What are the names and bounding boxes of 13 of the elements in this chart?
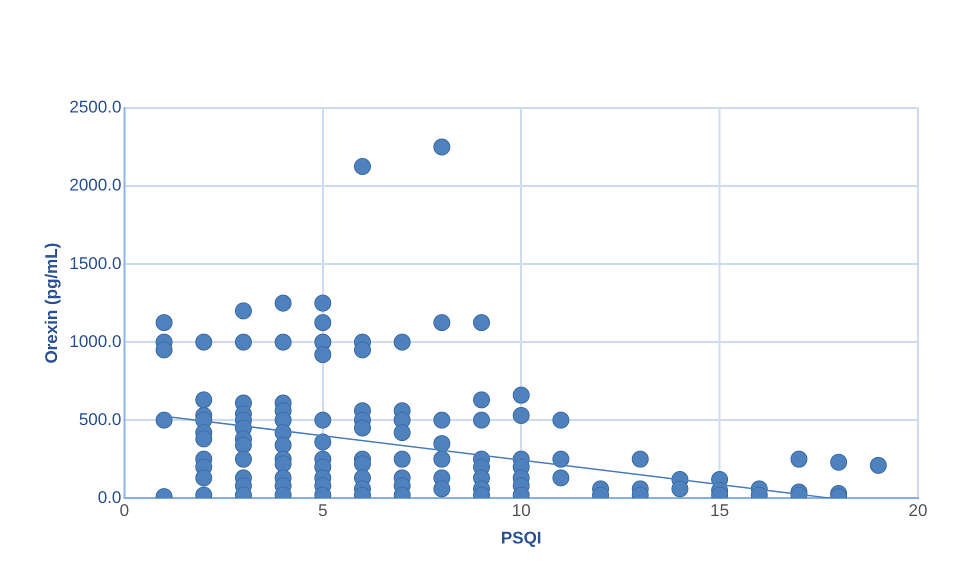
y-tick-label: 0.0 xyxy=(98,488,122,507)
x-tick-label: 0 xyxy=(120,501,130,520)
x-tick-label: 15 xyxy=(710,501,730,520)
x-tick-label: 20 xyxy=(908,501,928,520)
y-tick-label: 2000.0 xyxy=(69,176,122,195)
y-tick-label: 2500.0 xyxy=(69,98,122,117)
x-tick-label: 10 xyxy=(512,501,531,520)
y-tick-label: 1500.0 xyxy=(69,254,122,273)
y-axis-title: Orexin (pg/mL) xyxy=(42,242,61,364)
y-tick-label: 500.0 xyxy=(78,410,122,429)
x-tick-label: 5 xyxy=(318,501,328,520)
x-axis-title: PSQI xyxy=(500,528,542,548)
y-tick-label: 1000.0 xyxy=(69,332,122,351)
